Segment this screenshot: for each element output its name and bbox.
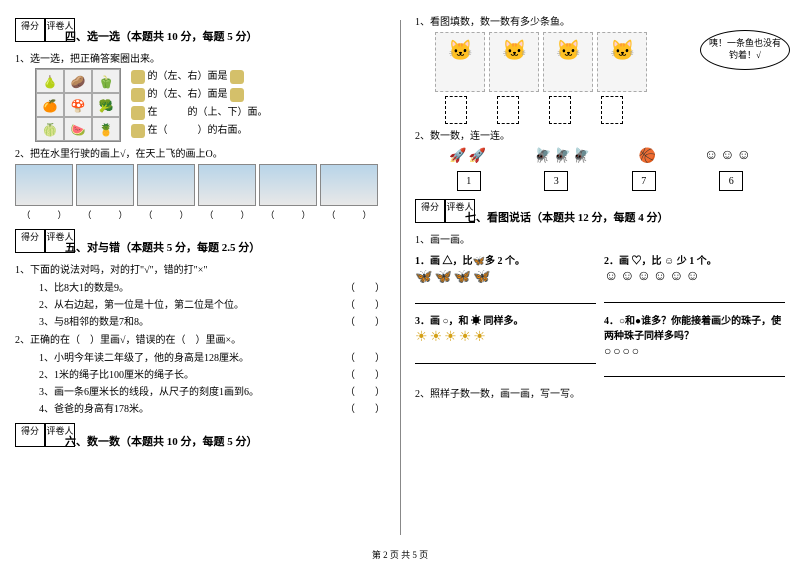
draw-grid: 1．画 △，比🦋多 2 个。 🦋🦋🦋🦋 2．画 ♡，比 ☺ 少 1 个。 ☺☺☺… — [415, 252, 785, 377]
cat-figure — [597, 32, 647, 92]
section5-title: 五、对与错（本题共 5 分，每题 2.5 分） — [65, 239, 385, 255]
q7-1: 1、画一画。 — [415, 231, 785, 246]
tf-item: 2、从右边起，第一位是十位，第二位是个位。（ ） — [39, 296, 385, 311]
tally-box[interactable] — [601, 96, 623, 124]
cat-figure — [543, 32, 593, 92]
vehicle-helicopter — [198, 164, 256, 206]
count-icons: 🚀🚀 🪰🪰🪰 🏀 ☺☺☺ — [425, 148, 775, 165]
section6-title: 六、数一数（本题共 10 分，每题 5 分） — [65, 433, 385, 449]
vehicle-boat — [76, 164, 134, 206]
page-footer: 第 2 页 共 5 页 — [0, 548, 800, 561]
vehicle-roller — [259, 164, 317, 206]
speech-bubble: 咦！一条鱼也没有钓着！√ — [700, 30, 790, 70]
tf-item: 1、比8大1的数是9。（ ） — [39, 279, 385, 294]
num-boxes: 1 3 7 6 — [425, 171, 775, 191]
tf-item: 3、画一条6厘米长的线段，从尺子的刻度1画到6。（ ） — [39, 383, 385, 398]
q5-2: 2、正确的在（ ）里画√，错误的在（ ）里画×。 — [15, 331, 385, 346]
vehicle-plane — [137, 164, 195, 206]
draw-item-4: 4．○和●谁多？你能接着画少的珠子，使两种珠子同样多吗？ ○○○○ — [604, 312, 785, 377]
q4-2: 2、把在水里行驶的画上√，在天上飞的画上O。 — [15, 145, 385, 160]
tf-item: 3、与8相邻的数是7和8。（ ） — [39, 313, 385, 328]
cat-figure — [435, 32, 485, 92]
q7-2: 2、照样子数一数，画一画，写一写。 — [415, 385, 785, 400]
fruit-grid: 🍐🥔🫑 🍊🍄🥦 🍈🍉🍍 — [35, 68, 121, 142]
section7-title: 七、看图说话（本题共 12 分，每题 4 分） — [465, 209, 785, 225]
num-box: 3 — [544, 171, 568, 191]
paren-row: （ ） （ ） （ ） （ ） （ ） （ ） — [15, 208, 385, 221]
vehicle-scooter — [320, 164, 378, 206]
tf-item: 2、1米的绳子比100厘米的绳子长。（ ） — [39, 366, 385, 381]
tally-row — [445, 96, 785, 124]
tally-box[interactable] — [549, 96, 571, 124]
cat-figure — [489, 32, 539, 92]
draw-item-3: 3．画 ○，和 ☀ 同样多。 ☀☀☀☀☀ — [415, 312, 596, 377]
tf-item: 1、小明今年读二年级了，他的身高是128厘米。（ ） — [39, 349, 385, 364]
q4-1: 1、选一选，把正确答案圈出来。 — [15, 50, 385, 65]
draw-item-2: 2．画 ♡，比 ☺ 少 1 个。 ☺☺☺☺☺☺ — [604, 252, 785, 304]
num-box: 6 — [719, 171, 743, 191]
vehicle-ship — [15, 164, 73, 206]
tally-box[interactable] — [445, 96, 467, 124]
q5-1: 1、下面的说法对吗，对的打"√"，错的打"×" — [15, 261, 385, 276]
q6-1: 1、看图填数，数一数有多少条鱼。 — [415, 13, 785, 28]
vehicle-row — [15, 164, 385, 206]
draw-item-1: 1．画 △，比🦋多 2 个。 🦋🦋🦋🦋 — [415, 252, 596, 304]
num-box: 7 — [632, 171, 656, 191]
score-cell: 得分 — [15, 18, 45, 42]
tf-item: 4、爸爸的身高有178米。（ ） — [39, 400, 385, 415]
num-box: 1 — [457, 171, 481, 191]
q6-2: 2、数一数，连一连。 — [415, 127, 785, 142]
section4-title: 四、选一选（本题共 10 分，每题 5 分） — [65, 28, 385, 44]
position-lines: 的（左、右）面是 的（左、右）面是 在 的（上、下）面。 在（ ）的右面。 — [131, 68, 268, 142]
tally-box[interactable] — [497, 96, 519, 124]
